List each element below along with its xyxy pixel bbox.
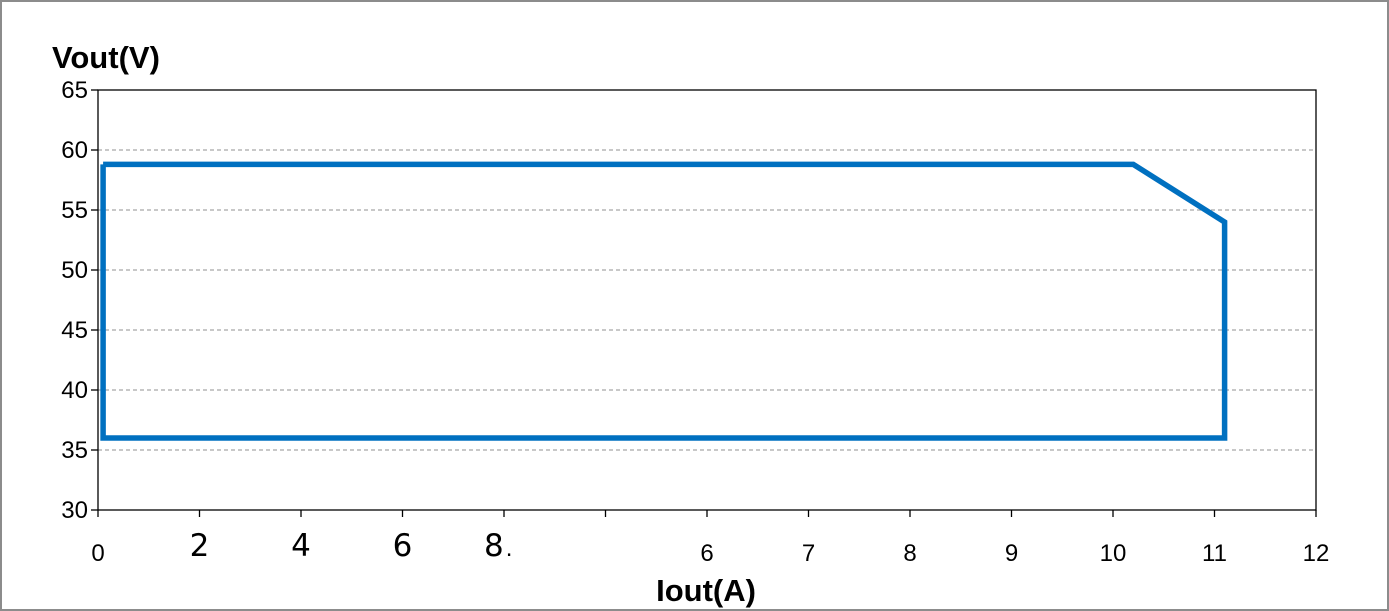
- y-tick-label: 35: [61, 437, 88, 464]
- axes: [91, 89, 1317, 517]
- x-tick-label: .: [506, 535, 513, 562]
- x-tick-label: 4: [291, 528, 311, 564]
- y-tick-label: 55: [61, 197, 88, 224]
- y-tick-label: 60: [61, 137, 88, 164]
- x-tick-label: 7: [802, 540, 815, 567]
- y-tick-label: 50: [61, 257, 88, 284]
- x-tick-label: 11: [1202, 540, 1227, 567]
- y-axis-title: Vout(V): [52, 40, 160, 75]
- x-tick-label: 10: [1100, 540, 1127, 567]
- grid: [98, 149, 1316, 451]
- series-line: [100, 161, 1228, 441]
- series-layer: [100, 161, 1228, 441]
- x-axis-title: Iout(A): [656, 573, 756, 608]
- x-tick-label: 8: [484, 528, 504, 564]
- x-tick-label: 0: [91, 540, 104, 567]
- y-tick-label: 45: [61, 317, 88, 344]
- x-tick-label: 12: [1303, 540, 1330, 567]
- x-tick-label: 2: [190, 528, 210, 564]
- x-tick-label: 6: [700, 540, 713, 567]
- y-tick-label: 30: [61, 497, 88, 524]
- x-tick-label: 8: [903, 540, 916, 567]
- y-tick-label: 40: [61, 377, 88, 404]
- plot-area-border: [97, 89, 1317, 511]
- x-tick-label: 6: [393, 528, 413, 564]
- tick-labels: 30 35 40 45 50 55 60 65 0 2 4 6 8. 6 7 8 9 10 11 12: [61, 77, 1329, 567]
- x-tick-label: 9: [1005, 540, 1018, 567]
- y-tick-label: 65: [61, 77, 88, 104]
